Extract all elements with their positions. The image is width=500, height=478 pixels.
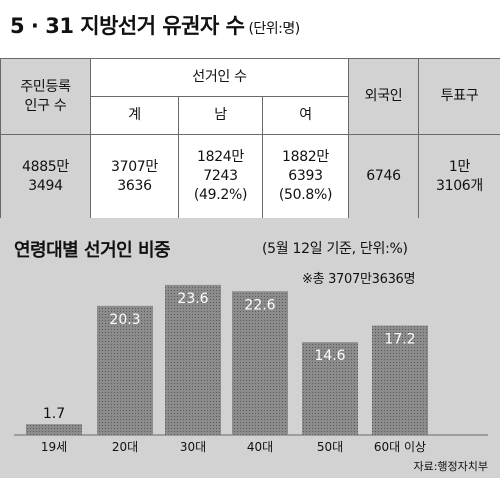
category-label-1: 19세 — [41, 440, 67, 454]
category-label-3: 30대 — [180, 440, 206, 454]
header-voters: 선거인 수 — [90, 58, 349, 97]
bar-value-label-5: 14.6 — [314, 348, 345, 364]
bar-6 — [372, 325, 428, 435]
category-label-5: 50대 — [317, 440, 343, 454]
bar-value-label-6: 17.2 — [384, 332, 415, 348]
subheader-total: 계 — [90, 96, 179, 135]
total-line1: 3707만 — [110, 158, 158, 175]
cell-population: 4885만 3494 — [0, 134, 91, 219]
bar-2 — [97, 305, 153, 435]
chart-unit-note: (5월 12일 기준, 단위:%) — [262, 241, 408, 257]
header-population-line1: 주민등록 — [20, 78, 71, 95]
cell-foreigners: 6746 — [348, 134, 419, 219]
bar-5 — [302, 342, 358, 435]
population-line1: 4885만 — [21, 158, 69, 175]
header-districts: 투표구 — [418, 58, 500, 135]
cell-total: 3707만 3636 — [90, 134, 179, 219]
header-population: 주민등록 인구 수 — [0, 58, 91, 135]
districts-line1: 1만 — [448, 158, 471, 175]
page-title: 5 · 31 지방선거 유권자 수 (단위:명) — [10, 10, 300, 40]
total-line2: 3636 — [117, 177, 152, 194]
age-bar-chart: 1.7 19세 20.3 20대 23.6 30대 22.6 40대 14.6 50대 17.2 60… — [14, 284, 488, 454]
male-line3: (49.2%) — [193, 187, 248, 203]
chart-title: 연령대별 선거인 비중 — [14, 240, 171, 261]
bar-value-label-3: 23.6 — [177, 291, 208, 307]
category-label-4: 40대 — [247, 440, 273, 454]
female-line2: 6393 — [288, 168, 323, 184]
cell-male: 1824만 7243 (49.2%) — [178, 134, 263, 219]
title-text: 5 · 31 지방선거 유권자 수 — [10, 14, 245, 38]
bar-4 — [232, 291, 288, 435]
female-line1: 1882만 — [281, 149, 329, 165]
cell-districts: 1만 3106개 — [418, 134, 500, 219]
cell-female: 1882만 6393 (50.8%) — [262, 134, 349, 219]
districts-line2: 3106개 — [435, 177, 483, 194]
subheader-female: 여 — [262, 96, 349, 135]
bar-value-label-2: 20.3 — [109, 312, 140, 328]
voter-table: 주민등록 인구 수 선거인 수 외국인 투표구 계 남 여 4885만 3494… — [0, 58, 500, 219]
female-line3: (50.8%) — [278, 187, 333, 203]
bar-3 — [165, 284, 221, 435]
header-population-line2: 인구 수 — [24, 97, 67, 114]
source-note: 자료:행정자치부 — [413, 460, 488, 473]
category-label-2: 20대 — [112, 440, 138, 454]
bar-value-label-1: 1.7 — [43, 406, 65, 422]
bar-1 — [26, 424, 82, 435]
population-line2: 3494 — [28, 177, 63, 194]
category-label-6: 60대 이상 — [374, 440, 426, 454]
chart-total-note: ※총 3707만3636명 — [302, 272, 416, 287]
male-line1: 1824만 — [196, 149, 244, 165]
title-unit: (단위:명) — [248, 21, 300, 37]
bar-value-label-4: 22.6 — [244, 297, 275, 313]
header-foreigners: 외국인 — [348, 58, 419, 135]
male-line2: 7243 — [203, 168, 238, 184]
subheader-male: 남 — [178, 96, 263, 135]
